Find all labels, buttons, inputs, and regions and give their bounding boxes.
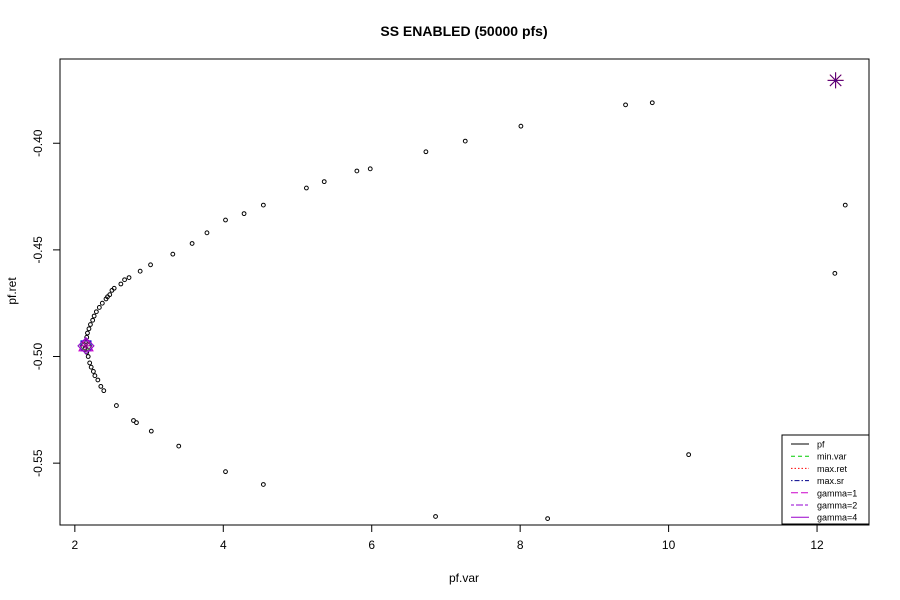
data-point (93, 309, 99, 315)
data-point (107, 292, 113, 298)
x-tick-label: 8 (517, 538, 524, 552)
plot-frame (59, 58, 870, 526)
chart-title: SS ENABLED (50000 pfs) (380, 23, 547, 39)
data-point (111, 285, 117, 291)
data-point (90, 369, 96, 374)
data-point (85, 354, 91, 359)
data-point (86, 326, 92, 332)
data-point (92, 373, 98, 379)
data-point (260, 482, 266, 487)
y-tick-label: -0.40 (31, 129, 45, 157)
data-point (90, 317, 96, 323)
x-tick-label: 6 (368, 538, 375, 552)
data-point (623, 102, 628, 108)
x-tick-label: 12 (810, 538, 824, 552)
special-points (77, 72, 844, 355)
data-point (126, 275, 132, 281)
data-point (122, 277, 127, 283)
data-points (82, 100, 848, 522)
data-point (170, 251, 176, 257)
legend-label: max.sr (817, 476, 844, 486)
data-point (223, 469, 228, 475)
y-tick-label: -0.45 (31, 236, 45, 264)
x-tick-label: 10 (662, 538, 676, 552)
data-point (321, 179, 327, 185)
legend-label: gamma=4 (817, 513, 857, 523)
data-point (832, 270, 838, 276)
legend-label: min.var (817, 452, 847, 462)
data-point (98, 383, 104, 389)
marker-max-ret-overlay (827, 72, 844, 89)
data-point (176, 443, 182, 449)
x-tick-label: 4 (220, 538, 227, 552)
data-point (91, 313, 97, 319)
data-point (118, 281, 124, 287)
data-point (137, 268, 143, 274)
y-tick-label: -0.55 (31, 449, 45, 477)
data-point (842, 202, 848, 208)
data-point (462, 138, 468, 144)
data-point (204, 230, 210, 236)
y-axis: -0.40 -0.45 -0.50 -0.55 (31, 129, 61, 477)
data-point (545, 516, 551, 522)
data-point (423, 149, 429, 155)
legend: pf min.var max.ret max.sr gamma=1 gamma=2 gamm… (781, 434, 870, 525)
data-point (88, 364, 94, 370)
data-point (148, 428, 154, 434)
data-point (241, 211, 247, 217)
data-point (433, 514, 438, 519)
legend-label: gamma=1 (817, 488, 857, 498)
y-axis-title: pf.ret (5, 277, 19, 305)
data-point (114, 403, 119, 408)
marker-gamma-2 (77, 337, 95, 355)
legend-box (781, 434, 870, 525)
x-tick-label: 2 (72, 538, 79, 552)
marker-gamma-4 (79, 339, 92, 352)
data-point (85, 330, 90, 336)
data-point (101, 388, 107, 394)
data-point (518, 123, 524, 129)
data-point (189, 241, 195, 246)
data-point (96, 305, 102, 310)
data-point (99, 300, 105, 306)
x-axis-title: pf.var (449, 571, 479, 585)
data-point (223, 217, 228, 223)
data-point (87, 360, 93, 366)
data-point (260, 202, 266, 208)
data-point (304, 185, 309, 191)
data-point (367, 166, 373, 172)
y-tick-label: -0.50 (31, 343, 45, 371)
legend-label: gamma=2 (817, 501, 857, 511)
data-point (686, 452, 692, 458)
data-point (134, 420, 139, 426)
data-point (354, 168, 360, 174)
data-point (649, 100, 655, 106)
x-axis: 2 4 6 8 10 12 (72, 524, 824, 552)
data-point (88, 322, 93, 327)
legend-label: max.ret (817, 464, 848, 474)
legend-label: pf (817, 440, 825, 450)
data-point (148, 262, 153, 268)
data-point (95, 377, 101, 383)
